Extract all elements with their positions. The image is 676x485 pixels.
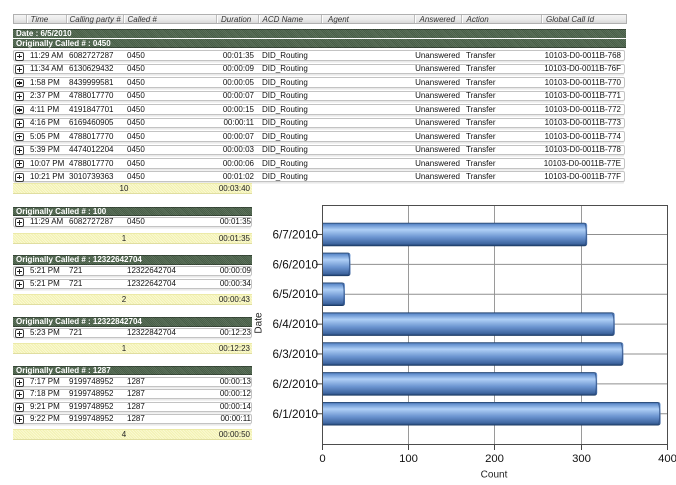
svg-text:300: 300: [572, 453, 591, 465]
svg-text:Count: Count: [481, 470, 508, 481]
svg-text:400: 400: [658, 453, 676, 465]
svg-text:6/2/2010: 6/2/2010: [273, 378, 319, 391]
svg-text:200: 200: [485, 453, 504, 465]
svg-text:6/7/2010: 6/7/2010: [273, 229, 319, 242]
svg-text:6/6/2010: 6/6/2010: [273, 258, 319, 271]
svg-text:6/3/2010: 6/3/2010: [273, 348, 319, 361]
svg-text:6/5/2010: 6/5/2010: [273, 288, 319, 301]
svg-text:6/4/2010: 6/4/2010: [273, 318, 319, 331]
svg-text:Date: Date: [254, 312, 265, 334]
svg-text:0: 0: [319, 453, 325, 465]
svg-text:100: 100: [399, 453, 418, 465]
svg-text:6/1/2010: 6/1/2010: [273, 408, 319, 421]
